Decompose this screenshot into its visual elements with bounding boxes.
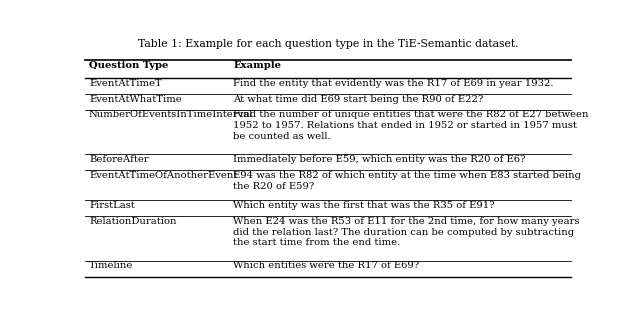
Text: FirstLast: FirstLast	[89, 201, 134, 210]
Text: At what time did E69 start being the R90 of E22?: At what time did E69 start being the R90…	[234, 94, 484, 104]
Text: Table 1: Example for each question type in the TiE-Semantic dataset.: Table 1: Example for each question type …	[138, 39, 518, 49]
Text: NumberOfEventsInTimeInterval: NumberOfEventsInTimeInterval	[89, 111, 253, 119]
Text: RelationDuration: RelationDuration	[89, 217, 177, 226]
Text: Which entities were the R17 of E69?: Which entities were the R17 of E69?	[234, 261, 419, 270]
Text: EventAtTimeT: EventAtTimeT	[89, 79, 162, 88]
Text: Timeline: Timeline	[89, 261, 133, 270]
Text: Immediately before E59, which entity was the R20 of E6?: Immediately before E59, which entity was…	[234, 155, 525, 164]
Text: Example: Example	[234, 61, 282, 70]
Text: Find the entity that evidently was the R17 of E69 in year 1932.: Find the entity that evidently was the R…	[234, 79, 554, 88]
Text: E94 was the R82 of which entity at the time when E83 started being
the R20 of E5: E94 was the R82 of which entity at the t…	[234, 171, 581, 191]
Text: Find the number of unique entities that were the R82 of E27 between
1952 to 1957: Find the number of unique entities that …	[234, 111, 589, 141]
Text: When E24 was the R53 of E11 for the 2nd time, for how many years
did the relatio: When E24 was the R53 of E11 for the 2nd …	[234, 217, 580, 247]
Text: EventAtTimeOfAnotherEvent: EventAtTimeOfAnotherEvent	[89, 171, 237, 180]
Text: EventAtWhatTime: EventAtWhatTime	[89, 94, 182, 104]
Text: Which entity was the first that was the R35 of E91?: Which entity was the first that was the …	[234, 201, 495, 210]
Text: Question Type: Question Type	[89, 61, 168, 70]
Text: BeforeAfter: BeforeAfter	[89, 155, 148, 164]
